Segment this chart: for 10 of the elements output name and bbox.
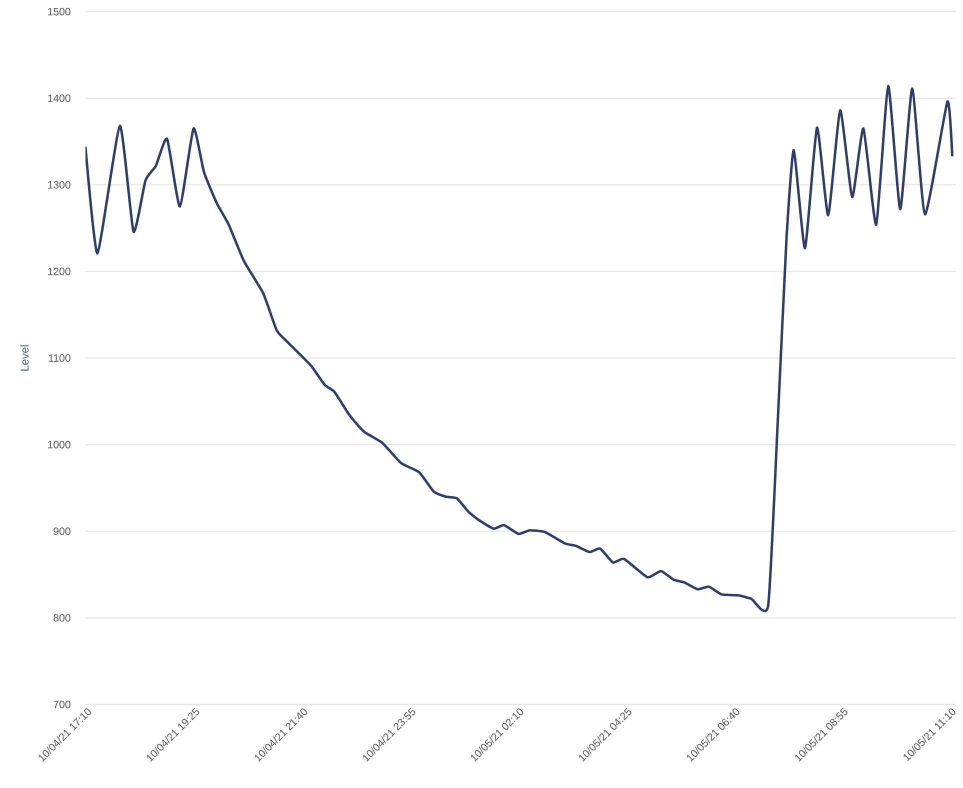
y-tick-label: 1400 <box>48 94 70 102</box>
y-tick-label: 1200 <box>48 268 70 276</box>
y-tick-label: 1000 <box>48 440 70 448</box>
y-tick-label: 1300 <box>48 181 70 189</box>
y-tick-label: 800 <box>54 614 70 622</box>
y-tick-label: 700 <box>54 700 70 708</box>
y-tick-label: 1500 <box>48 8 70 16</box>
y-axis-title: Level <box>20 345 29 371</box>
y-tick-label: 1100 <box>48 354 70 362</box>
y-tick-label: 900 <box>54 528 70 536</box>
